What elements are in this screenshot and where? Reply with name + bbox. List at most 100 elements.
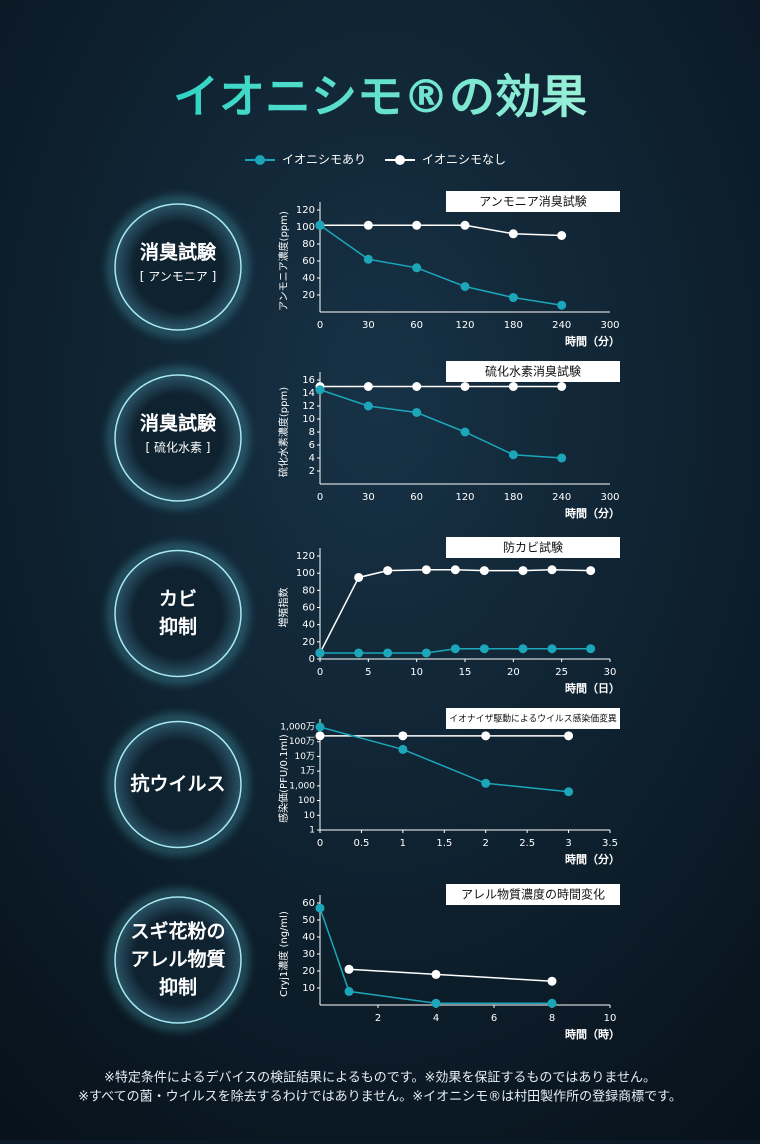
x-tick-label: 300 [600, 320, 619, 331]
data-point [363, 220, 373, 230]
x-tick-label: 240 [552, 320, 571, 331]
badge-glow [109, 198, 247, 336]
x-tick-label: 3.5 [602, 838, 618, 849]
y-tick-label: 10 [304, 811, 316, 821]
y-axis-label: 感染価(PFU/0.1ml) [277, 734, 290, 823]
badge [114, 549, 242, 678]
y-tick-label: 0 [309, 654, 315, 665]
x-tick-label: 2 [483, 838, 489, 849]
data-point [363, 382, 373, 391]
y-tick-label: 40 [302, 932, 315, 943]
series-line [319, 726, 569, 793]
y-tick-label: 100万 [289, 737, 315, 747]
data-point [315, 731, 325, 741]
data-point [363, 254, 373, 264]
badge [114, 720, 242, 849]
y-tick-label: 60 [302, 603, 315, 614]
data-point [481, 778, 491, 788]
series-line [319, 224, 562, 306]
legend-label: イオニシモなし [422, 153, 506, 167]
data-point [460, 382, 470, 391]
x-tick-label: 6 [491, 1013, 497, 1024]
badge [114, 374, 242, 502]
footnote: ※すべての菌・ウイルスを除去するわけではありません。※イオニシモ®は村田製作所の… [78, 1090, 682, 1105]
data-point [412, 263, 422, 273]
y-tick-label: 120 [296, 205, 315, 216]
series-line [319, 389, 562, 459]
y-tick-label: 12 [302, 401, 315, 412]
data-point [344, 964, 354, 974]
y-axis-label: Cryj1濃度 (ng/ml) [277, 911, 290, 997]
footnote: ※特定条件によるデバイスの検証結果によるものです。※効果を保証するものではありま… [104, 1070, 656, 1086]
y-tick-label: 10 [302, 414, 315, 425]
data-point [518, 644, 528, 654]
chart-title-box [446, 191, 620, 212]
badge-glow [109, 715, 247, 854]
data-point [557, 453, 567, 463]
data-point [557, 231, 567, 240]
data-point [479, 644, 489, 654]
data-point [421, 565, 431, 575]
data-point [508, 229, 518, 239]
page-title: イオニシモ®の効果 [173, 70, 587, 124]
chart-title: イオナイザ駆動によるウイルス感染価変異 [449, 713, 617, 725]
y-tick-label: 40 [302, 620, 315, 631]
data-point [564, 787, 574, 797]
data-point [508, 450, 518, 460]
data-point [431, 998, 441, 1008]
data-point [518, 566, 528, 576]
y-tick-label: 120 [296, 551, 315, 562]
x-tick-label: 60 [410, 492, 423, 503]
data-point [315, 385, 325, 395]
y-tick-label: 60 [302, 256, 315, 267]
badge-label: 抑制 [159, 976, 197, 999]
x-tick-label: 0 [317, 492, 323, 503]
data-point [363, 401, 373, 411]
data-point [450, 565, 460, 575]
data-point [586, 566, 596, 576]
badge-label: 消臭試験 [140, 241, 217, 264]
x-tick-label: 0 [317, 838, 323, 849]
x-tick-label: 5 [365, 667, 371, 678]
y-tick-label: 60 [302, 898, 315, 909]
y-tick-label: 30 [302, 949, 315, 960]
y-tick-label: 16 [302, 375, 315, 386]
legend-marker [255, 155, 265, 165]
x-tick-label: 60 [410, 320, 423, 331]
y-tick-label: 100 [298, 796, 315, 806]
chart-title: 硫化水素消臭試験 [485, 364, 581, 379]
data-point [547, 998, 557, 1008]
series-line [319, 907, 552, 1005]
x-axis-label: 時間（分） [565, 334, 620, 348]
badge-sublabel: [ 硫化水素 ] [146, 440, 211, 455]
x-tick-label: 2.5 [519, 838, 535, 849]
data-point [547, 976, 557, 986]
data-point [354, 648, 364, 658]
x-tick-label: 1.5 [436, 838, 452, 849]
data-point [586, 644, 596, 654]
y-tick-label: 10 [302, 983, 315, 994]
badge-label: スギ花粉の [130, 920, 225, 943]
chart-title-box [446, 708, 620, 729]
chart-title: アレル物質濃度の時間変化 [461, 887, 605, 902]
x-tick-label: 300 [600, 492, 619, 503]
y-tick-label: 14 [302, 388, 315, 399]
data-point [460, 282, 470, 291]
data-point [412, 408, 422, 417]
badge-label: 抗ウイルス [130, 772, 225, 795]
x-tick-label: 180 [504, 492, 523, 503]
chart-title: 防カビ試験 [503, 540, 563, 555]
chart-title-box [446, 361, 620, 382]
y-tick-label: 8 [309, 427, 315, 438]
data-point [557, 382, 567, 391]
data-point [564, 731, 574, 741]
data-point [450, 644, 460, 654]
data-point [398, 731, 408, 741]
x-tick-label: 1 [400, 838, 406, 849]
badge [114, 896, 242, 1024]
badge-label: アレル物質 [130, 948, 225, 971]
y-tick-label: 80 [302, 239, 315, 250]
data-point [547, 565, 557, 575]
